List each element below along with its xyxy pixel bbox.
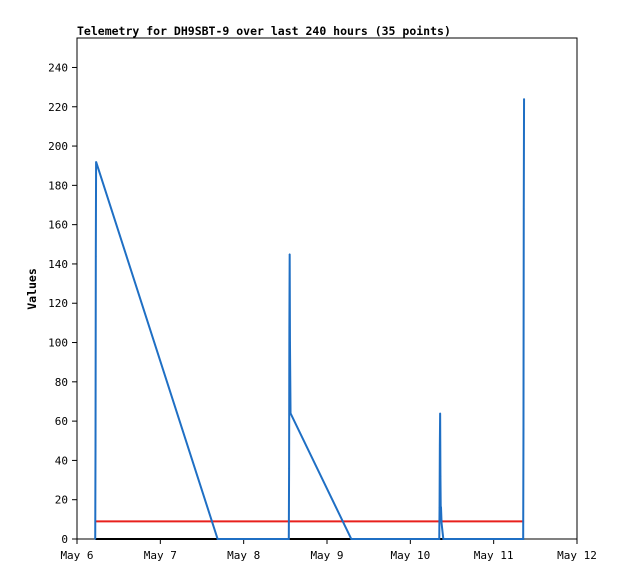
data-point bbox=[439, 412, 441, 415]
y-tick-label: 80 bbox=[55, 376, 68, 389]
y-tick-label: 20 bbox=[55, 494, 68, 507]
data-point bbox=[216, 538, 219, 540]
data-point bbox=[289, 412, 292, 415]
y-tick-label: 120 bbox=[48, 297, 68, 310]
data-point bbox=[440, 522, 443, 525]
data-point bbox=[522, 208, 525, 210]
data-point bbox=[95, 160, 97, 163]
data-point bbox=[523, 98, 525, 100]
x-tick-label: May 11 bbox=[474, 549, 514, 562]
y-tick-label: 220 bbox=[48, 101, 68, 114]
y-axis: 0 20 40 60 80 100 120 140 160 180 200 220 240 bbox=[48, 61, 77, 546]
x-tick-label: May 10 bbox=[390, 549, 430, 562]
y-axis-label: Values bbox=[25, 268, 39, 310]
data-point bbox=[94, 538, 97, 540]
data-point bbox=[350, 538, 353, 540]
data-point bbox=[438, 506, 441, 509]
y-tick-label: 180 bbox=[48, 179, 68, 192]
x-tick-label: May 12 bbox=[557, 549, 597, 562]
x-axis: May 6 May 7 May 8 May 9 May 10 May 11 May 12 bbox=[60, 539, 597, 562]
y-tick-label: 100 bbox=[48, 337, 68, 350]
x-tick-label: May 7 bbox=[144, 549, 177, 562]
data-point bbox=[94, 443, 97, 446]
x-tick-label: May 6 bbox=[60, 549, 93, 562]
data-point bbox=[288, 253, 291, 255]
data-point bbox=[440, 506, 442, 509]
data-point bbox=[95, 255, 97, 257]
data-point bbox=[522, 538, 524, 540]
y-tick-label: 140 bbox=[48, 258, 68, 271]
data-point bbox=[288, 326, 291, 328]
data-point bbox=[522, 428, 525, 430]
data-point bbox=[439, 475, 442, 477]
series-layer bbox=[94, 98, 526, 540]
y-tick-label: 160 bbox=[48, 219, 68, 232]
data-point bbox=[288, 467, 290, 470]
y-tick-label: 240 bbox=[48, 61, 68, 74]
data-point bbox=[439, 443, 441, 446]
chart-title: Telemetry for DH9SBT-9 over last 240 hou… bbox=[77, 24, 451, 38]
plot-area bbox=[76, 37, 578, 540]
y-tick-label: 40 bbox=[55, 454, 68, 467]
y-tick-label: 60 bbox=[55, 415, 68, 428]
x-tick-label: May 9 bbox=[310, 549, 343, 562]
data-point bbox=[289, 341, 291, 344]
data-point bbox=[442, 538, 445, 540]
y-tick-label: 200 bbox=[48, 140, 68, 153]
y-tick-label: 0 bbox=[61, 533, 68, 546]
x-tick-label: May 8 bbox=[227, 549, 260, 562]
data-point bbox=[288, 538, 290, 540]
data-point bbox=[438, 538, 441, 540]
